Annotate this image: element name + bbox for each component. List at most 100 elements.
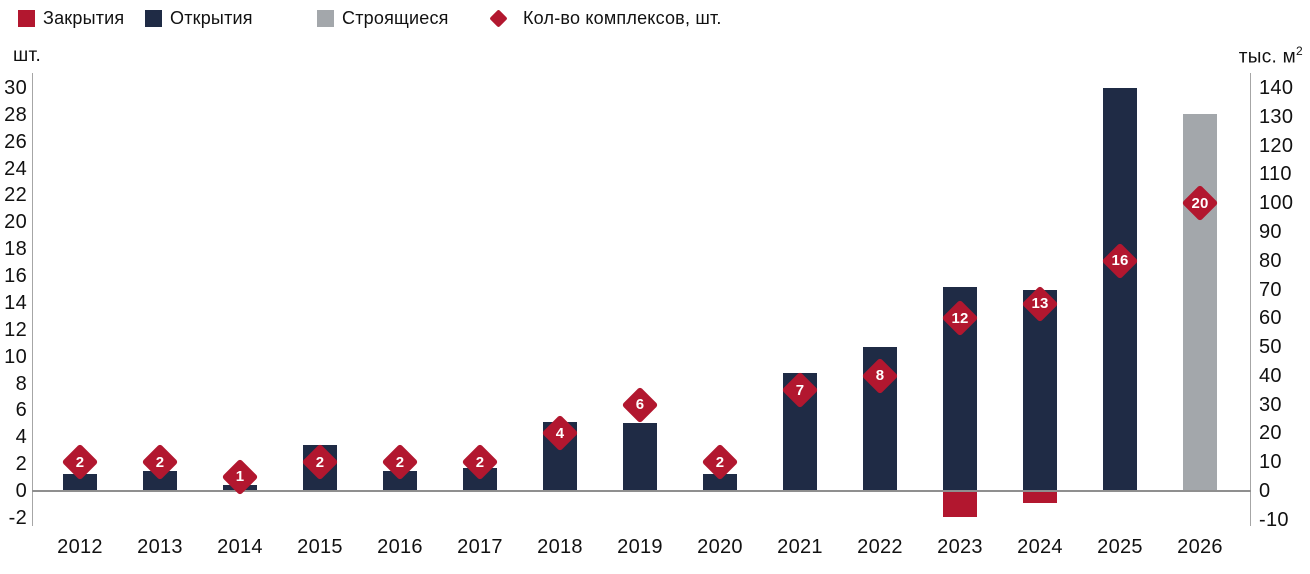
diamond-value-label: 2 <box>75 453 85 471</box>
legend-label-closures: Закрытия <box>43 8 125 28</box>
diamond-value-label: 1 <box>235 468 245 486</box>
year-label-2012: 2012 <box>57 536 103 558</box>
right-axis-tick-label: -10 <box>1259 508 1289 531</box>
left-axis-tick-label: 24 <box>4 157 27 180</box>
year-label-2020: 2020 <box>697 536 743 558</box>
right-axis-line <box>1250 73 1251 526</box>
diamond-complex-count-2025: 16 <box>1101 242 1139 280</box>
diamond-value-label: 13 <box>1031 295 1049 313</box>
legend-item-under-construction: Строящиеся <box>317 8 449 29</box>
left-axis-tick-label: 28 <box>4 103 27 126</box>
left-axis-tick-label: 4 <box>15 426 27 449</box>
bar-openings-2024 <box>1023 289 1057 491</box>
right-axis-tick-label: 100 <box>1259 192 1294 215</box>
diamond-value-label: 4 <box>555 424 565 442</box>
right-axis-tick-label: 120 <box>1259 134 1294 157</box>
bar-openings-2013 <box>143 470 177 491</box>
left-axis-tick-label: 14 <box>4 291 27 314</box>
diamond-value-label: 6 <box>635 396 645 414</box>
year-label-2013: 2013 <box>137 536 183 558</box>
left-axis-tick-label: 10 <box>4 345 27 368</box>
right-axis-tick-label: 0 <box>1259 480 1271 502</box>
diamond-complex-count-2024: 13 <box>1021 285 1059 323</box>
diamond-complex-count-2017: 2 <box>461 443 499 481</box>
openings-swatch-icon <box>145 10 162 27</box>
diamond-value-label: 12 <box>951 309 969 327</box>
diamond-value-label: 2 <box>155 453 165 471</box>
left-axis-tick-label: 0 <box>15 480 27 502</box>
right-axis-tick-label: 20 <box>1259 422 1282 445</box>
left-axis-tick-label: 18 <box>4 238 27 261</box>
bar-openings-2019 <box>623 423 657 491</box>
left-axis-tick-label: 8 <box>15 372 27 395</box>
diamond-value-label: 16 <box>1111 252 1129 270</box>
right-axis-tick-label: 30 <box>1259 393 1282 416</box>
left-axis-tick-label: 26 <box>4 130 27 153</box>
legend-label-openings: Открытия <box>170 8 253 28</box>
bar-openings-2025 <box>1103 88 1137 491</box>
right-axis-tick-label: 50 <box>1259 336 1282 359</box>
diamond-value-label: 2 <box>315 453 325 471</box>
legend-label-under-construction: Строящиеся <box>342 8 449 28</box>
diamond-marker-icon <box>487 8 511 29</box>
year-label-2023: 2023 <box>937 536 983 558</box>
diamond-complex-count-2016: 2 <box>381 443 419 481</box>
right-axis-tick-label: 140 <box>1259 77 1294 99</box>
left-axis-tick-label: 2 <box>15 453 27 476</box>
bar-openings-2012 <box>63 473 97 491</box>
diamond-complex-count-2019: 6 <box>621 386 659 424</box>
right-axis-tick-label: 70 <box>1259 278 1282 301</box>
closures-swatch-icon <box>18 10 35 27</box>
right-axis-tick-label: 90 <box>1259 220 1282 243</box>
diamond-complex-count-2013: 2 <box>141 443 179 481</box>
bar-openings-2020 <box>703 473 737 491</box>
year-label-2016: 2016 <box>377 536 423 558</box>
left-axis-line <box>32 73 33 526</box>
year-label-2021: 2021 <box>777 536 823 558</box>
left-axis-caption: шт. <box>13 45 42 66</box>
diamond-complex-count-2012: 2 <box>61 443 99 481</box>
right-axis-tick-label: 10 <box>1259 451 1282 474</box>
diamond-value-label: 2 <box>395 453 405 471</box>
year-label-2025: 2025 <box>1097 536 1143 558</box>
right-axis-tick-label: 60 <box>1259 307 1282 330</box>
year-label-2015: 2015 <box>297 536 343 558</box>
bar-closures-2024 <box>1023 491 1057 503</box>
left-axis-tick-label: 16 <box>4 265 27 288</box>
bar-under-construction-2026 <box>1183 113 1217 491</box>
left-axis-tick-label: 20 <box>4 211 27 234</box>
year-label-2014: 2014 <box>217 536 263 558</box>
right-axis-caption: тыс. м2 <box>1238 44 1303 68</box>
diamond-complex-count-2022: 8 <box>861 357 899 395</box>
diamond-complex-count-2020: 2 <box>701 443 739 481</box>
legend-item-complex-count: Кол-во комплексов, шт. <box>487 8 722 29</box>
left-axis-tick-label: 30 <box>4 77 27 99</box>
right-axis-tick-label: 110 <box>1259 163 1292 186</box>
left-axis-tick-label: 6 <box>15 399 27 422</box>
diamond-value-label: 20 <box>1191 194 1209 212</box>
legend-item-closures: Закрытия <box>18 8 124 29</box>
diamond-value-label: 7 <box>795 381 805 399</box>
legend-item-openings: Открытия <box>145 8 253 29</box>
diamond-complex-count-2026: 20 <box>1181 184 1219 222</box>
diamond-complex-count-2021: 7 <box>781 371 819 409</box>
diamond-value-label: 8 <box>875 367 885 385</box>
right-axis-tick-label: 130 <box>1259 105 1294 128</box>
diamond-complex-count-2015: 2 <box>301 443 339 481</box>
diamond-value-label: 2 <box>715 453 725 471</box>
under-construction-swatch-icon <box>317 10 334 27</box>
zero-gridline <box>32 490 1251 492</box>
left-axis-tick-label: 12 <box>4 318 27 341</box>
bar-openings-2016 <box>383 470 417 491</box>
diamond-complex-count-2023: 12 <box>941 299 979 337</box>
diamond-value-label: 2 <box>475 453 485 471</box>
year-label-2022: 2022 <box>857 536 903 558</box>
diamond-complex-count-2018: 4 <box>541 415 579 452</box>
legend-label-complex-count: Кол-во комплексов, шт. <box>523 8 722 28</box>
year-label-2019: 2019 <box>617 536 663 558</box>
bar-closures-2023 <box>943 491 977 517</box>
year-label-2024: 2024 <box>1017 536 1063 558</box>
right-axis-tick-label: 40 <box>1259 364 1282 387</box>
left-axis-tick-label: -2 <box>8 506 27 529</box>
